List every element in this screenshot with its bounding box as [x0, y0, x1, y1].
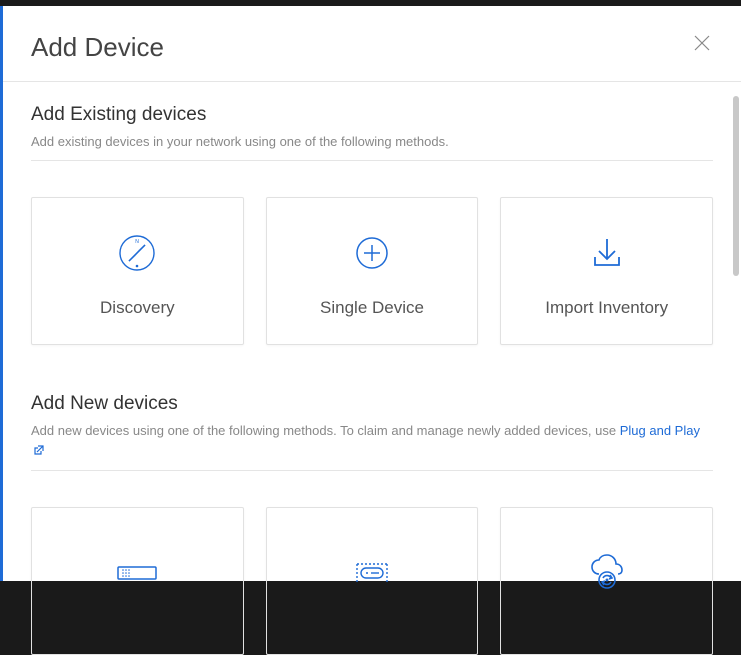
card-discovery-label: Discovery	[100, 298, 175, 318]
card-import-inventory[interactable]: Import Inventory	[500, 197, 713, 345]
router-device-icon	[347, 544, 397, 602]
card-new-cloud[interactable]	[500, 507, 713, 655]
scrollbar-thumb[interactable]	[733, 96, 739, 276]
download-icon	[587, 224, 627, 282]
modal-frame: Add Device Add Existing devices Add exis…	[0, 6, 741, 581]
card-single-device-label: Single Device	[320, 298, 424, 318]
card-discovery[interactable]: N Discovery	[31, 197, 244, 345]
close-icon	[693, 34, 711, 52]
new-card-row	[31, 507, 713, 655]
section-new-title: Add New devices	[31, 393, 713, 415]
svg-text:N: N	[136, 239, 140, 245]
modal-content: Add Existing devices Add existing device…	[3, 82, 741, 655]
modal-header: Add Device	[3, 6, 741, 82]
switch-device-icon	[114, 544, 160, 602]
card-new-switch[interactable]	[31, 507, 244, 655]
section-existing-title: Add Existing devices	[31, 104, 713, 126]
card-import-inventory-label: Import Inventory	[545, 298, 668, 318]
plug-and-play-link-label: Plug and Play	[620, 423, 700, 438]
plus-circle-icon	[354, 224, 390, 282]
close-button[interactable]	[691, 32, 713, 58]
card-single-device[interactable]: Single Device	[266, 197, 479, 345]
existing-card-row: N Discovery Single Device	[31, 197, 713, 345]
compass-icon: N	[117, 224, 157, 282]
external-link-icon	[33, 442, 45, 462]
section-new-desc-text: Add new devices using one of the followi…	[31, 423, 620, 438]
page-title: Add Device	[31, 32, 164, 63]
cloud-sync-icon	[585, 544, 629, 602]
card-new-router[interactable]	[266, 507, 479, 655]
section-new-desc: Add new devices using one of the followi…	[31, 421, 713, 471]
section-existing-desc: Add existing devices in your network usi…	[31, 132, 713, 161]
